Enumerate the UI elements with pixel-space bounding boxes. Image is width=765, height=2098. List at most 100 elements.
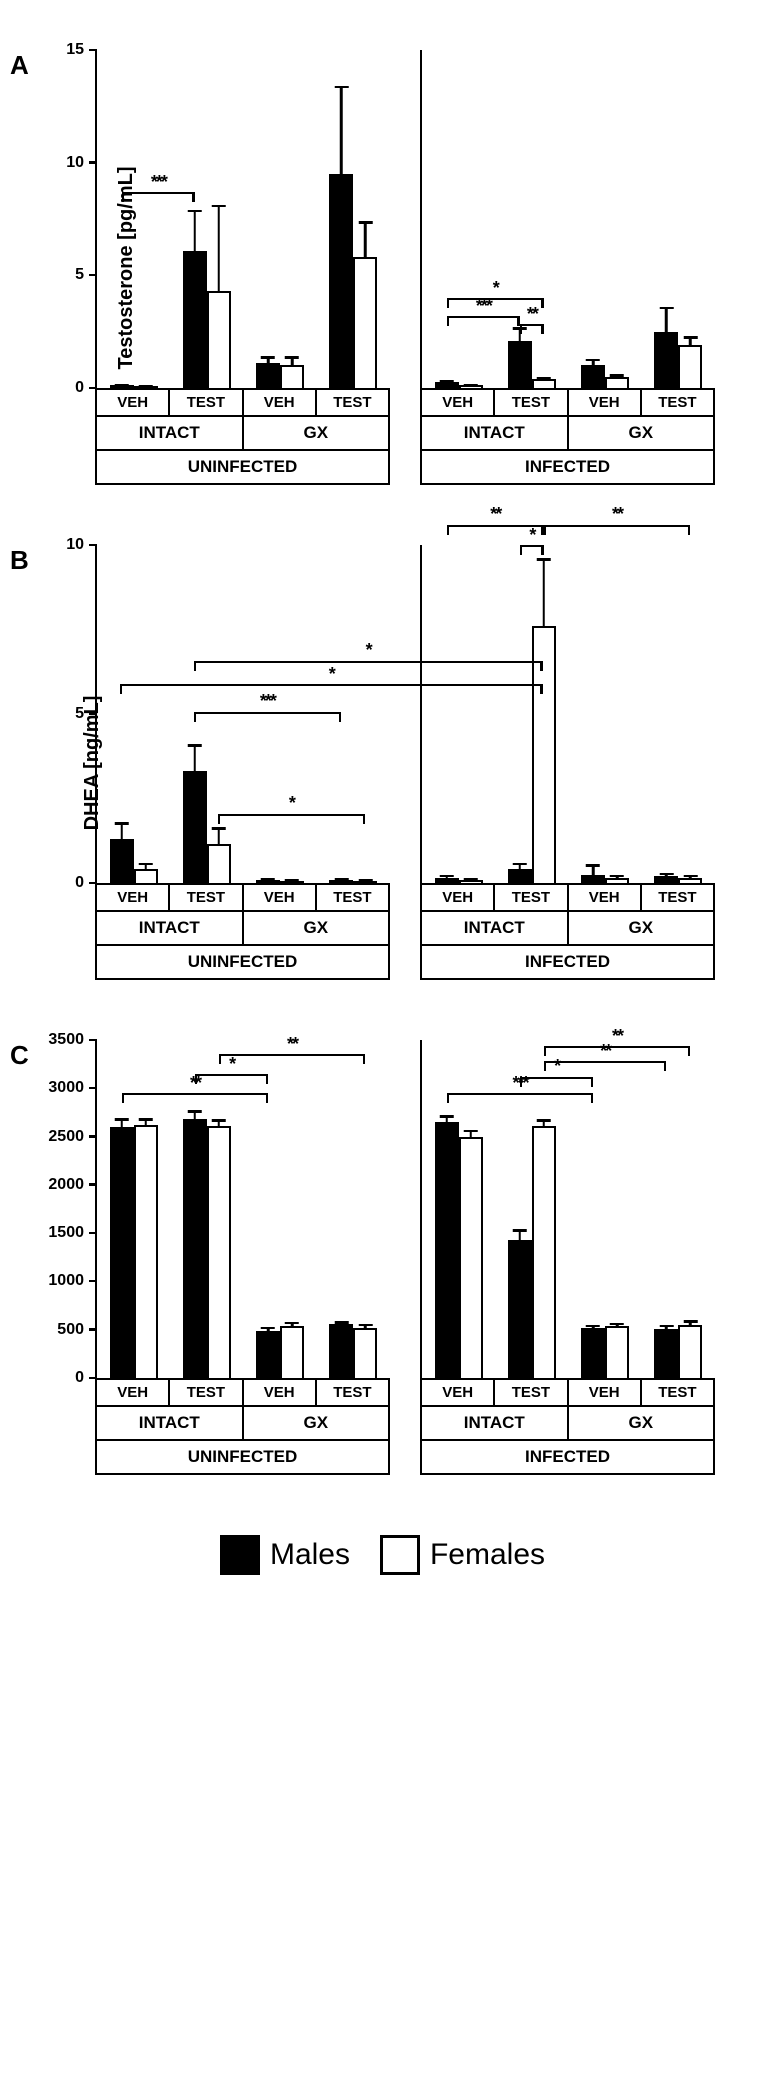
half-infected: ********: [420, 1040, 715, 1380]
bar-male: [581, 875, 605, 883]
bar-male: [110, 839, 134, 883]
error-bar: [291, 358, 294, 367]
half-uninfected: 0500100015002000250030003500*****: [95, 1040, 390, 1380]
bar-male: [329, 880, 353, 883]
bar-male: [435, 1122, 459, 1378]
error-bar: [445, 1117, 448, 1124]
bar-male: [654, 1329, 678, 1378]
panel-C: C17β-oestradiol [pg/mL]05001000150020002…: [10, 1040, 755, 1475]
bar-female: [678, 878, 702, 883]
error-bar: [218, 829, 221, 846]
error-bar: [194, 746, 197, 773]
error-bar: [592, 1327, 595, 1330]
half-uninfected: 0510: [95, 545, 390, 885]
sig-stars: **: [490, 504, 500, 525]
bar-male: [508, 869, 532, 883]
sig-bracket: [447, 525, 544, 527]
error-bar: [267, 358, 270, 365]
xlabel-surgery: INTACT: [97, 912, 244, 944]
error-bar: [120, 1120, 123, 1129]
chart: Testosterone [pg/mL]051015*********VEHTE…: [95, 50, 715, 485]
xlabel-surgery: INTACT: [422, 417, 569, 449]
error-bar: [364, 881, 367, 883]
legend-swatch-male: [220, 1535, 260, 1575]
bar-male: [435, 878, 459, 883]
plot-area: 051015*********: [95, 50, 715, 390]
bar-male: [256, 880, 280, 883]
error-bar: [665, 875, 668, 878]
xlabel-surgery: GX: [569, 1407, 714, 1439]
error-bar: [291, 881, 294, 883]
xlabel-infection: UNINFECTED: [97, 451, 388, 483]
bar-male: [329, 174, 353, 388]
bar-male: [329, 1324, 353, 1378]
xlabel-treat: VEH: [422, 390, 495, 415]
error-bar: [592, 361, 595, 368]
legend-swatch-female: [380, 1535, 420, 1575]
error-bar: [665, 1327, 668, 1331]
panel-label: C: [10, 1040, 29, 1071]
xlabel-treat: TEST: [170, 885, 243, 910]
xlabel-treat: TEST: [317, 885, 388, 910]
xlabel-surgery: GX: [244, 1407, 389, 1439]
bar-male: [654, 332, 678, 388]
xlabel-treat: VEH: [422, 1380, 495, 1405]
bar-female: [459, 385, 483, 388]
bar-male: [256, 363, 280, 388]
xlabel-treat: VEH: [569, 885, 642, 910]
bar-female: [353, 257, 377, 388]
xlabel-treat: TEST: [642, 1380, 713, 1405]
bar-female: [605, 878, 629, 883]
xlabel-infection: INFECTED: [422, 946, 713, 978]
xlabel-surgery: GX: [569, 912, 714, 944]
error-bar: [665, 309, 668, 334]
bar-male: [183, 251, 207, 388]
x-axis: VEHTESTVEHTESTINTACTGXUNINFECTEDVEHTESTV…: [95, 885, 715, 980]
xlabel-treat: VEH: [97, 390, 170, 415]
xlabel-treat: VEH: [569, 390, 642, 415]
xlabel-surgery: INTACT: [97, 417, 244, 449]
error-bar: [689, 877, 692, 880]
error-bar: [616, 1325, 619, 1328]
error-bar: [120, 824, 123, 841]
error-bar: [364, 223, 367, 259]
sig-bracket: [544, 525, 691, 527]
bar-female: [353, 1328, 377, 1378]
ytick-label: 500: [44, 1321, 84, 1339]
xlabel-treat: VEH: [244, 1380, 317, 1405]
xlabel-infection: INFECTED: [422, 451, 713, 483]
error-bar: [689, 1322, 692, 1327]
bar-male: [508, 1240, 532, 1378]
ytick-label: 10: [44, 536, 84, 554]
xlabel-treat: VEH: [422, 885, 495, 910]
sig-stars: **: [612, 504, 622, 525]
xlabel-treat: TEST: [317, 390, 388, 415]
xlabel-treat: TEST: [495, 390, 568, 415]
error-bar: [144, 865, 147, 872]
legend-female: Females: [380, 1535, 545, 1575]
bar-female: [459, 1137, 483, 1378]
legend-male-label: Males: [270, 1538, 350, 1572]
panel-label: B: [10, 545, 29, 576]
bar-female: [605, 1326, 629, 1378]
ytick-label: 3000: [44, 1079, 84, 1097]
error-bar: [469, 880, 472, 882]
xlabel-infection: UNINFECTED: [97, 946, 388, 978]
error-bar: [519, 1231, 522, 1242]
bar-female: [280, 1326, 304, 1378]
xlabel-treat: TEST: [642, 390, 713, 415]
xlabel-surgery: INTACT: [422, 1407, 569, 1439]
xlabel-surgery: GX: [244, 912, 389, 944]
xlabel-surgery: INTACT: [422, 912, 569, 944]
legend-female-label: Females: [430, 1538, 545, 1572]
error-bar: [616, 376, 619, 378]
ytick-label: 15: [44, 41, 84, 59]
ytick-label: 0: [44, 874, 84, 892]
bar-female: [134, 869, 158, 883]
legend: Males Females: [10, 1535, 755, 1575]
bar-female: [353, 881, 377, 883]
error-bar: [364, 1326, 367, 1330]
half-uninfected: 051015***: [95, 50, 390, 390]
error-bar: [267, 880, 270, 882]
xlabel-treat: TEST: [170, 1380, 243, 1405]
